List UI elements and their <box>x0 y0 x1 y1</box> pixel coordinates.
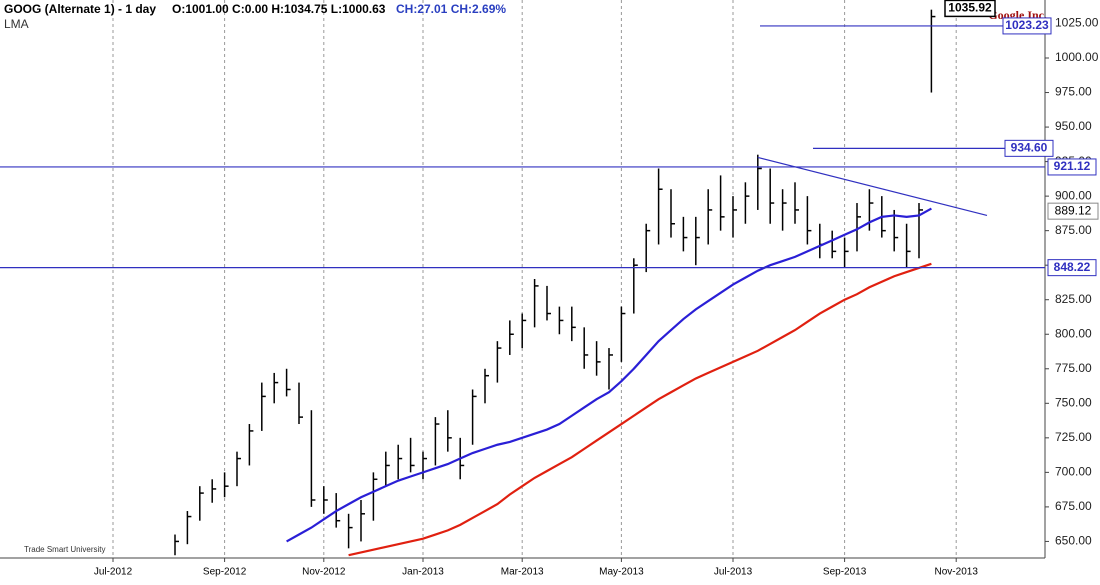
price-label: 889.12 <box>1055 203 1092 217</box>
y-tick-label: 825.00 <box>1055 292 1092 306</box>
y-tick-label: 1000.00 <box>1055 50 1099 64</box>
y-tick-label: 800.00 <box>1055 326 1092 340</box>
x-tick-label: Sep-2013 <box>823 567 867 578</box>
indicator: LMA <box>4 17 29 31</box>
y-tick-label: 875.00 <box>1055 223 1092 237</box>
y-tick-label: 950.00 <box>1055 119 1092 133</box>
chart-title: GOOG (Alternate 1) - 1 day <box>4 2 156 16</box>
level-label: 848.22 <box>1054 260 1091 274</box>
level-label-box <box>1047 259 1097 277</box>
y-tick-label: 975.00 <box>1055 85 1092 99</box>
y-tick-label: 750.00 <box>1055 395 1092 409</box>
change: CH:27.01 CH:2.69% <box>396 2 506 16</box>
grid <box>112 0 957 558</box>
price-label: 1035.92 <box>948 1 992 15</box>
level-label-box <box>1004 139 1054 157</box>
level-label-box <box>1047 158 1097 176</box>
price-label-box <box>1047 202 1099 220</box>
x-tick-label: Jan-2013 <box>402 567 444 578</box>
x-tick-label: Nov-2013 <box>935 567 979 578</box>
y-tick-label: 775.00 <box>1055 361 1092 375</box>
x-tick-label: Sep-2012 <box>203 567 247 578</box>
y-tick-label: 650.00 <box>1055 534 1092 548</box>
y-tick-label: 700.00 <box>1055 465 1092 479</box>
level-label: 921.12 <box>1054 159 1091 173</box>
y-tick-label: 675.00 <box>1055 499 1092 513</box>
moving-average <box>348 262 932 557</box>
quote: O:1001.00 C:0.00 H:1034.75 L:1000.63 <box>172 2 386 16</box>
watermark: Trade Smart University <box>24 545 106 554</box>
level-label: 934.60 <box>1011 141 1048 155</box>
price-label-box <box>944 0 996 18</box>
y-tick-label: 725.00 <box>1055 430 1092 444</box>
x-tick-label: Jul-2013 <box>714 567 753 578</box>
level-label-box <box>1002 17 1052 35</box>
trend-line <box>757 156 988 217</box>
x-tick-label: May-2013 <box>599 567 644 578</box>
level-label: 1023.23 <box>1005 18 1049 32</box>
y-tick-label: 1025.00 <box>1055 16 1099 30</box>
moving-average <box>286 207 932 543</box>
plot-area <box>174 9 936 557</box>
y-tick-label: 900.00 <box>1055 188 1092 202</box>
x-tick-label: Nov-2012 <box>302 567 346 578</box>
x-tick-label: Mar-2013 <box>501 567 544 578</box>
x-tick-label: Jul-2012 <box>94 567 133 578</box>
